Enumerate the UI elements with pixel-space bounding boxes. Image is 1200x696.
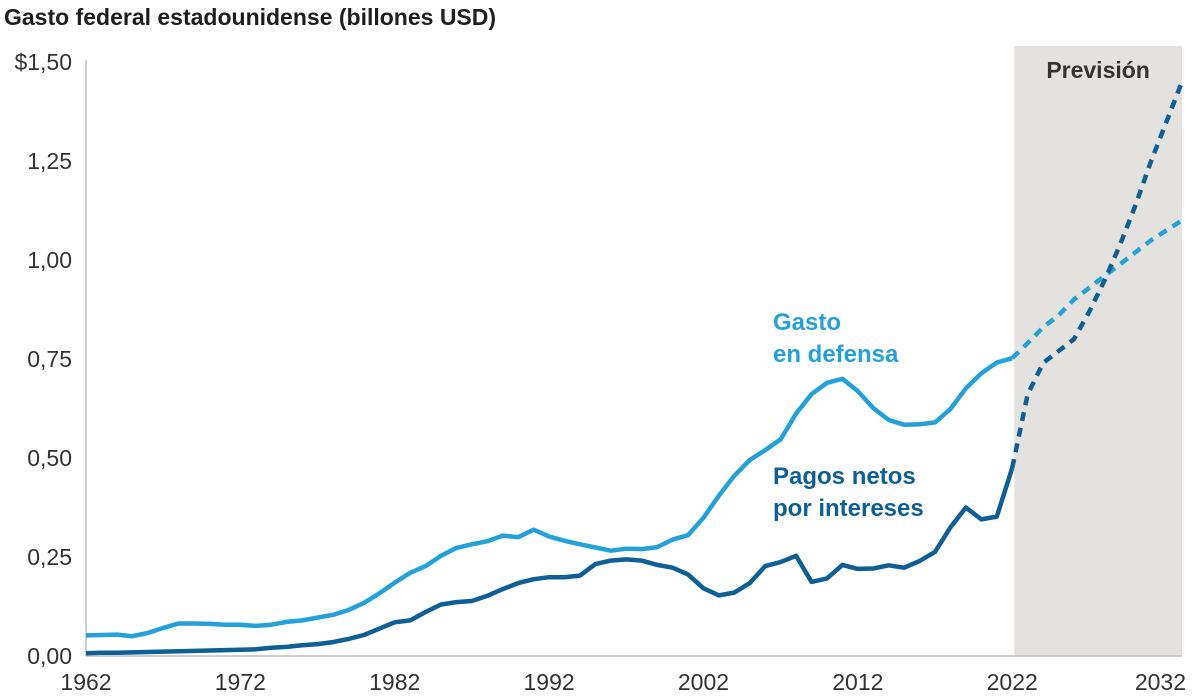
x-tick-label: 1972 — [215, 669, 266, 695]
y-tick-label: $1,50 — [14, 49, 72, 75]
x-tick-label: 1962 — [60, 669, 111, 695]
series-label-defense-line-1: Gasto — [773, 309, 841, 336]
x-tick-label: 2022 — [987, 669, 1038, 695]
x-tick-label: 2012 — [832, 669, 883, 695]
series-line-defense-projected — [1010, 218, 1184, 360]
forecast-label: Previsión — [1046, 57, 1150, 83]
y-tick-label: 1,00 — [27, 247, 72, 273]
y-tick-label: 0,00 — [27, 643, 72, 669]
x-tick-label: 1992 — [524, 669, 575, 695]
series-label-interest-line-2: por intereses — [773, 495, 924, 522]
y-axis-ticks: 0,00 0,25 0,50 0,75 1,00 1,25 $1,50 — [14, 49, 72, 669]
series-label-defense-line-2: en defensa — [773, 341, 899, 368]
y-tick-label: 0,75 — [27, 346, 72, 372]
forecast-region — [1014, 46, 1182, 656]
chart-title: Gasto federal estadounidense (billones U… — [4, 4, 497, 30]
y-tick-label: 0,25 — [27, 544, 72, 570]
x-tick-label: 1982 — [369, 669, 420, 695]
series-label-defense: Gasto en defensa — [773, 309, 899, 368]
series-line-defense-actual — [85, 356, 1013, 639]
y-tick-label: 0,50 — [27, 445, 72, 471]
series-layer — [85, 80, 1185, 656]
y-tick-label: 1,25 — [27, 148, 72, 174]
series-label-interest-line-1: Pagos netos — [773, 463, 916, 490]
x-tick-label: 2032 — [1135, 669, 1186, 695]
x-tick-label: 2002 — [678, 669, 729, 695]
x-axis-ticks: 1962 1972 1982 1992 2002 2012 2022 2032 — [60, 669, 1186, 695]
series-line-interest-projected — [1009, 80, 1185, 469]
series-line-interest-actual — [85, 467, 1015, 656]
series-label-interest: Pagos netos por intereses — [773, 463, 924, 522]
